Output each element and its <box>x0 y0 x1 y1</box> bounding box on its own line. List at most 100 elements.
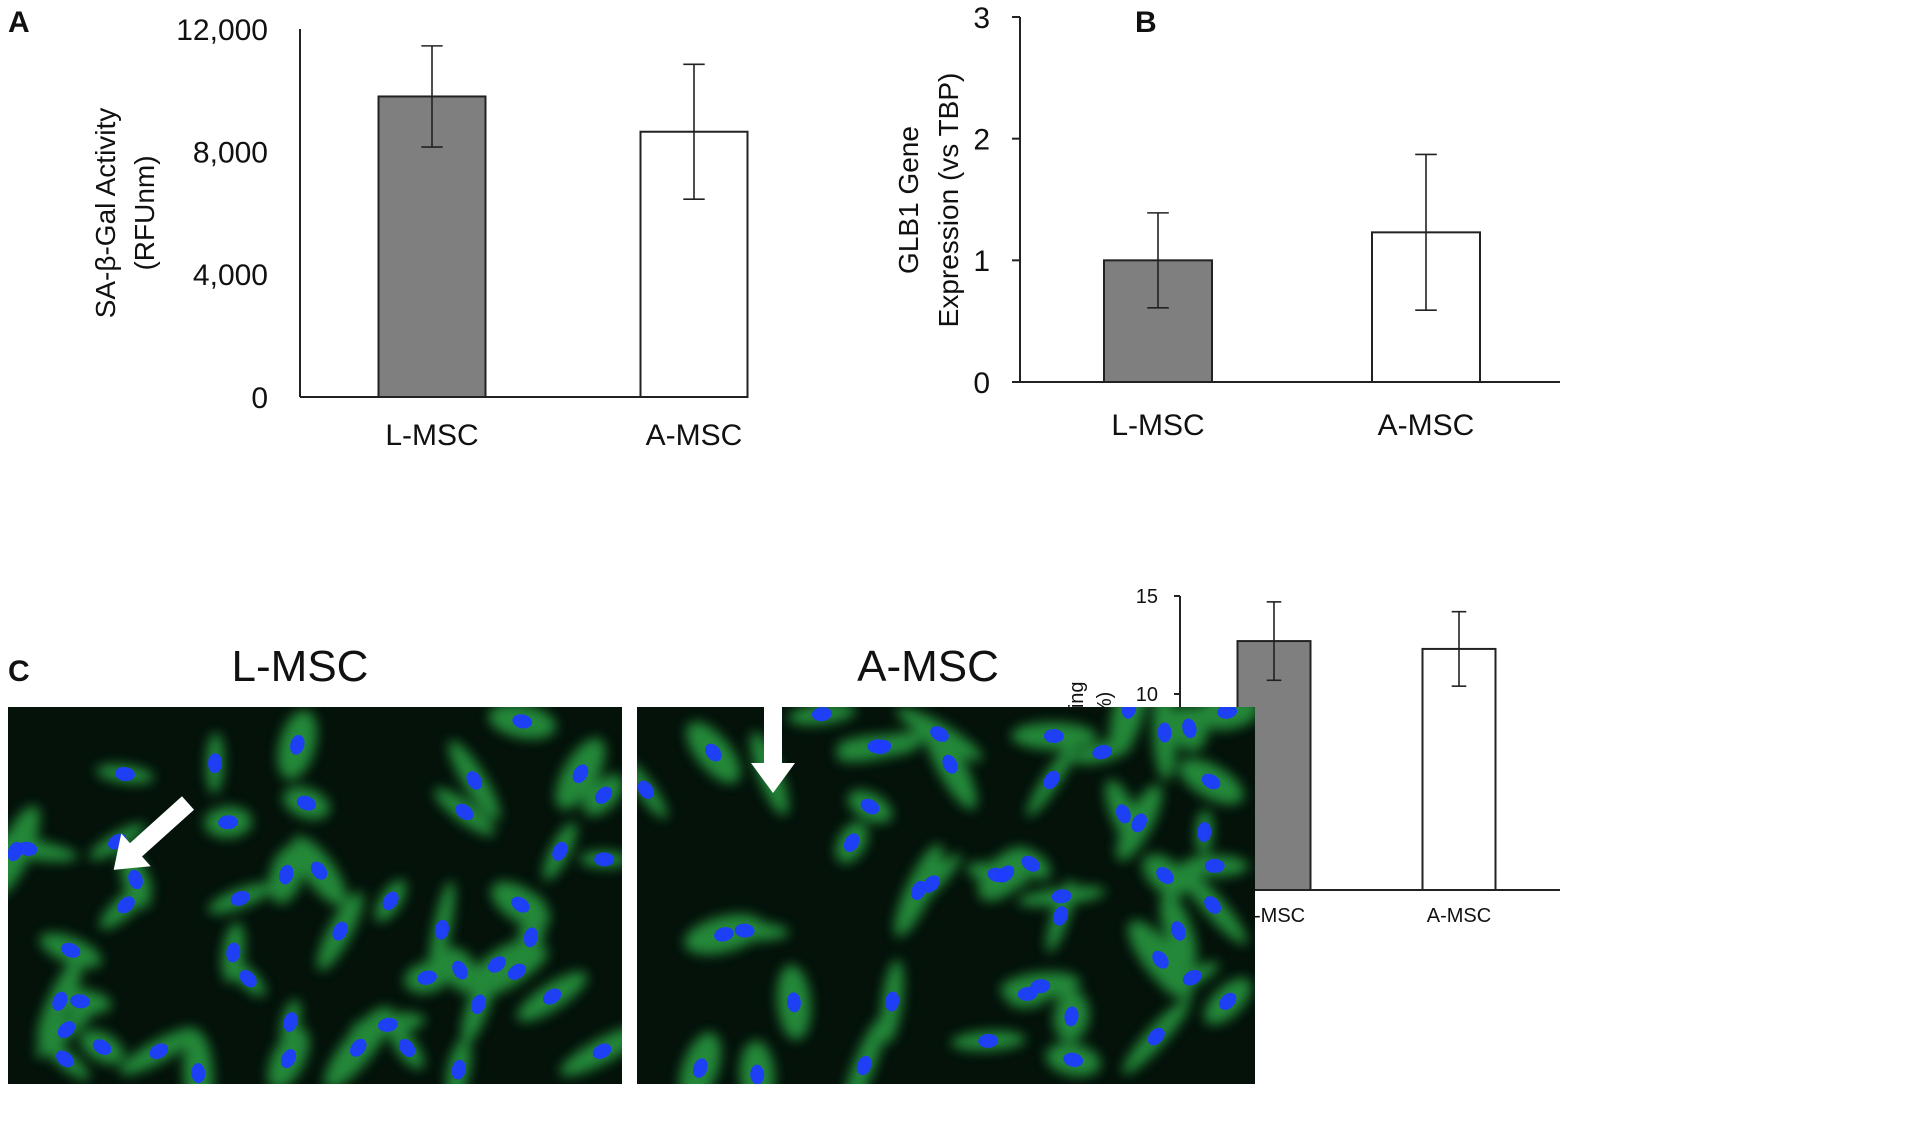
cell-nucleus <box>56 1050 74 1068</box>
y-axis-label: GLB1 Gene <box>893 126 924 274</box>
cell-nucleus <box>280 1049 297 1069</box>
cell-nucleus <box>279 864 294 885</box>
x-category-label: L-MSC <box>1111 409 1204 442</box>
cell-nucleus <box>417 970 437 985</box>
cell-nucleus <box>542 988 562 1005</box>
cell-nucleus <box>1152 950 1169 969</box>
y-axis-label: SA-β-Gal Activity <box>90 108 121 319</box>
cell-nucleus <box>226 942 241 963</box>
cell-nucleus <box>978 1033 999 1048</box>
y-tick-label: 8,000 <box>193 136 268 169</box>
cell-nucleus <box>466 771 483 790</box>
cell-nucleus <box>843 833 860 853</box>
cell-nucleus <box>17 841 38 856</box>
cell-nucleus <box>594 852 615 867</box>
cell-nucleus <box>1043 729 1064 744</box>
cell-nucleus <box>332 921 348 941</box>
cell-nucleus <box>911 880 927 900</box>
cell-nucleus <box>1156 867 1174 884</box>
cell-nucleus <box>786 992 801 1013</box>
cell-nucleus <box>378 1017 398 1032</box>
x-category-label: L-MSC <box>1243 905 1305 927</box>
cell-nucleus <box>856 1055 872 1076</box>
cell-nucleus <box>296 795 317 811</box>
cell-nucleus <box>1182 718 1197 739</box>
cell-nucleus <box>512 714 533 729</box>
cell-nucleus <box>434 919 450 940</box>
nucleus-layer <box>8 714 615 1084</box>
arrow-shape <box>113 796 195 870</box>
cell-nucleus <box>398 1038 416 1058</box>
micrograph-l-msc <box>8 707 622 1084</box>
cell-nucleus <box>191 1063 206 1084</box>
cell-nucleus <box>310 861 328 880</box>
cell-nucleus <box>52 991 68 1011</box>
chart-b: 0 1 2 3 L-MSC A-MSC GLB1 Gene Expression (vs TB… <box>893 2 1560 442</box>
y-tick-label: 0 <box>973 367 990 400</box>
cell-nucleus <box>230 890 250 906</box>
cell-nucleus <box>811 707 832 722</box>
y-tick-label: 3 <box>973 2 990 35</box>
y-axis-label: (RFUnm) <box>129 155 160 270</box>
bar-a-msc <box>1421 647 1497 891</box>
cell-nucleus <box>592 1043 612 1059</box>
cell-nucleus <box>128 869 143 890</box>
micrograph-a-msc <box>637 707 1255 1084</box>
cell-nucleus <box>996 865 1015 883</box>
cell-nucleus <box>750 1064 765 1084</box>
cell-nucleus <box>61 942 81 958</box>
cell-nucleus <box>349 1038 367 1057</box>
y-tick-label: 10 <box>1136 684 1158 706</box>
cell-nucleus <box>471 994 486 1014</box>
y-tick-label: 4,000 <box>193 259 268 292</box>
cell-nucleus <box>1021 855 1040 872</box>
cell-nucleus <box>92 1039 112 1055</box>
y-tick-label: 1 <box>973 245 990 278</box>
cell-nucleus <box>1051 889 1072 904</box>
nucleus-layer <box>637 707 1238 1084</box>
cell-nucleus <box>1204 896 1221 914</box>
cell-nucleus <box>705 743 722 762</box>
cell-nucleus <box>218 815 239 830</box>
cell-nucleus <box>57 1021 76 1039</box>
cell-nucleus <box>115 766 135 782</box>
cell-nucleus <box>1204 858 1225 873</box>
cell-nucleus <box>451 1059 466 1080</box>
arrow-shape <box>751 707 795 793</box>
cell-nucleus <box>239 969 257 988</box>
micrograph-title-l-msc: L-MSC <box>231 642 369 691</box>
cell-nucleus <box>1053 906 1068 926</box>
cell-nucleus <box>487 956 506 973</box>
cell-nucleus <box>1147 1027 1165 1046</box>
x-category-label: A-MSC <box>1378 409 1475 442</box>
cell-nucleus <box>1131 813 1148 833</box>
panel-label-a: A <box>8 6 30 39</box>
arrow-annotation <box>113 796 195 870</box>
cell-nucleus <box>382 891 399 911</box>
x-category-label: L-MSC <box>385 419 478 452</box>
cell-nucleus <box>572 764 589 784</box>
cell-nucleus <box>595 786 613 804</box>
cell-nucleus <box>714 927 734 942</box>
cell-nucleus <box>523 927 539 948</box>
cell-nucleus <box>692 1058 708 1078</box>
y-tick-label: 0 <box>251 382 268 415</box>
cell-nucleus <box>117 896 135 914</box>
cell-nucleus <box>1030 979 1051 994</box>
cell-nucleus <box>208 753 223 774</box>
panel-label-b: B <box>1135 6 1157 39</box>
cell-nucleus <box>885 991 900 1012</box>
cell-nucleus <box>734 923 755 938</box>
y-axis-label: Expression (vs TBP) <box>933 73 964 328</box>
micrograph-title-a-msc: A-MSC <box>857 642 999 691</box>
cell-nucleus <box>1115 804 1131 824</box>
cell-nucleus <box>930 726 949 742</box>
cell-nucleus <box>867 739 888 754</box>
cell-nucleus <box>942 754 958 774</box>
cell-nucleus <box>860 798 880 815</box>
cell-nucleus <box>1064 1006 1079 1027</box>
chart-a: 0 4,000 8,000 12,000 L-MSC A-MSC SA-β-Gal Acti… <box>90 14 749 452</box>
y-tick-label: 12,000 <box>176 14 268 47</box>
panel-label-c: C <box>8 655 30 688</box>
